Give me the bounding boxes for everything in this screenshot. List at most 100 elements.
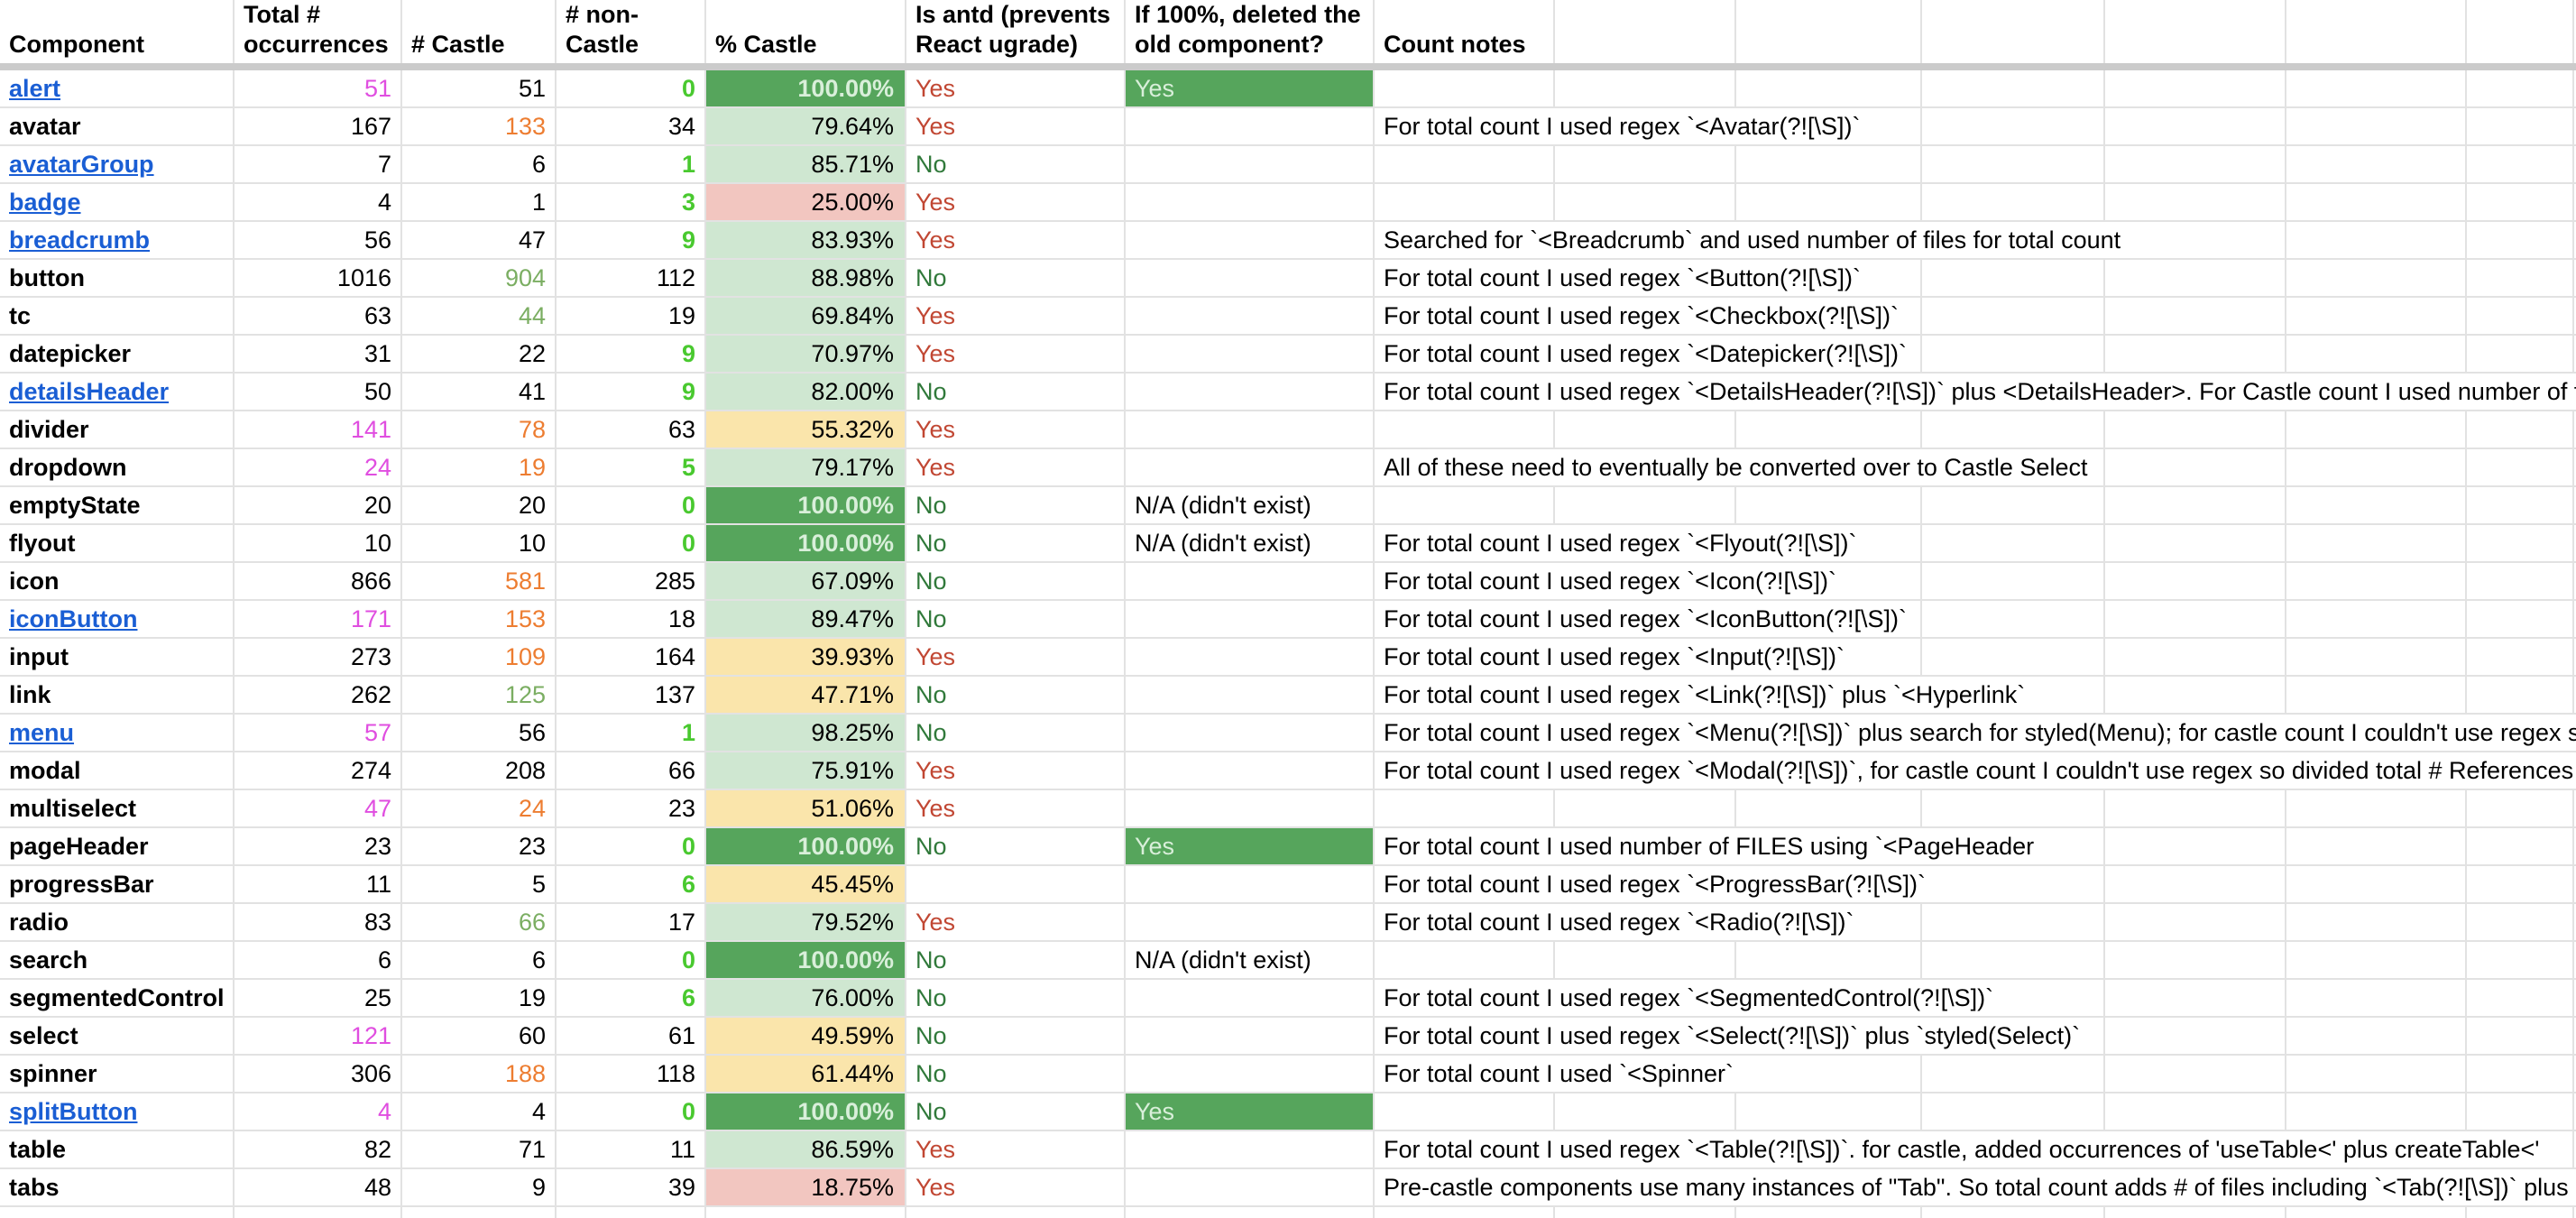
cell-component[interactable]: tabs [0, 1169, 235, 1205]
cell-antd[interactable] [906, 866, 1126, 902]
cell-castle[interactable]: 4 [402, 1093, 557, 1130]
cell-notes[interactable]: For total count I used regex `<Icon(?![\… [1375, 563, 2576, 599]
cell-castle[interactable]: 208 [402, 752, 557, 789]
cell-noncastle[interactable]: 66 [557, 752, 706, 789]
cell-deleted[interactable] [1126, 790, 1375, 826]
cell-noncastle[interactable]: 63 [557, 411, 706, 448]
cell-noncastle[interactable]: 34 [557, 108, 706, 144]
cell-noncastle[interactable]: 0 [557, 70, 706, 106]
cell-deleted[interactable] [1126, 904, 1375, 940]
cell-total[interactable]: 48 [235, 1169, 402, 1205]
cell-noncastle[interactable]: 0 [557, 942, 706, 978]
cell-pct[interactable]: 47.71% [706, 677, 906, 713]
cell-castle[interactable]: 23 [402, 828, 557, 864]
cell-noncastle[interactable]: 0 [557, 1093, 706, 1130]
cell-deleted[interactable] [1126, 639, 1375, 675]
cell-total[interactable]: 25 [235, 980, 402, 1016]
component-name[interactable]: dropdown [9, 453, 127, 481]
cell-total[interactable]: 7 [235, 146, 402, 182]
cell-notes[interactable]: For total count I used regex `<Table(?![… [1375, 1131, 2576, 1167]
cell-component[interactable]: menu [0, 715, 235, 751]
cell-pct[interactable]: 100.00% [706, 70, 906, 106]
cell-castle[interactable]: 10 [402, 525, 557, 561]
cell-antd[interactable]: Yes [906, 222, 1126, 258]
cell-deleted[interactable] [1126, 449, 1375, 485]
cell-noncastle[interactable]: 23 [557, 790, 706, 826]
cell-notes[interactable] [1375, 790, 2576, 826]
cell-total[interactable]: 171 [235, 601, 402, 637]
cell-castle[interactable]: 581 [402, 563, 557, 599]
header-total-occurrences[interactable]: Total # occurrences [235, 0, 402, 63]
cell-deleted[interactable] [1126, 1131, 1375, 1167]
cell-notes[interactable] [1375, 411, 2576, 448]
cell-total[interactable]: 1016 [235, 260, 402, 296]
cell-total[interactable]: 57 [235, 715, 402, 751]
cell-component[interactable]: emptyState [0, 487, 235, 523]
component-name[interactable]: tabs [9, 1173, 60, 1201]
component-name[interactable]: tc [9, 301, 32, 329]
cell-deleted[interactable] [1126, 1207, 1375, 1218]
component-name[interactable]: progressBar [9, 870, 154, 898]
cell-pct[interactable]: 85.71% [706, 146, 906, 182]
cell-antd[interactable]: No [906, 1018, 1126, 1054]
cell-pct[interactable]: 82.00% [706, 374, 906, 410]
cell-component[interactable]: flyout [0, 525, 235, 561]
cell-noncastle[interactable] [557, 1207, 706, 1218]
cell-pct[interactable]: 75.91% [706, 752, 906, 789]
cell-castle[interactable]: 9 [402, 1169, 557, 1205]
cell-pct[interactable]: 100.00% [706, 942, 906, 978]
cell-deleted[interactable] [1126, 715, 1375, 751]
cell-total[interactable]: 83 [235, 904, 402, 940]
component-name[interactable]: search [9, 946, 88, 973]
cell-total[interactable]: 11 [235, 866, 402, 902]
header-component[interactable]: Component [0, 0, 235, 63]
cell-component[interactable]: dropdown [0, 449, 235, 485]
component-name[interactable]: badge [9, 188, 81, 216]
cell-antd[interactable]: No [906, 525, 1126, 561]
cell-castle[interactable]: 125 [402, 677, 557, 713]
cell-deleted[interactable]: Yes [1126, 828, 1375, 864]
cell-pct[interactable]: 55.32% [706, 411, 906, 448]
cell-castle[interactable]: 1 [402, 184, 557, 220]
cell-antd[interactable]: Yes [906, 449, 1126, 485]
cell-notes[interactable] [1375, 942, 2576, 978]
cell-notes[interactable]: For total count I used regex `<Segmented… [1375, 980, 2576, 1016]
cell-component[interactable]: input [0, 639, 235, 675]
cell-component[interactable]: breadcrumb [0, 222, 235, 258]
cell-pct[interactable]: 86.59% [706, 1131, 906, 1167]
cell-pct[interactable]: 88.98% [706, 260, 906, 296]
cell-deleted[interactable] [1126, 1056, 1375, 1092]
cell-total[interactable]: 31 [235, 336, 402, 372]
cell-antd[interactable]: Yes [906, 336, 1126, 372]
component-name[interactable]: select [9, 1021, 78, 1049]
cell-deleted[interactable] [1126, 563, 1375, 599]
cell-notes[interactable] [1375, 184, 2576, 220]
cell-antd[interactable]: Yes [906, 411, 1126, 448]
cell-noncastle[interactable]: 118 [557, 1056, 706, 1092]
cell-component[interactable] [0, 1207, 235, 1218]
cell-component[interactable]: divider [0, 411, 235, 448]
cell-deleted[interactable] [1126, 866, 1375, 902]
cell-castle[interactable]: 44 [402, 298, 557, 334]
cell-castle[interactable]: 24 [402, 790, 557, 826]
cell-notes[interactable]: For total count I used regex `<Modal(?![… [1375, 752, 2576, 789]
cell-antd[interactable]: Yes [906, 1169, 1126, 1205]
cell-castle[interactable]: 60 [402, 1018, 557, 1054]
cell-castle[interactable]: 6 [402, 146, 557, 182]
cell-noncastle[interactable]: 17 [557, 904, 706, 940]
cell-castle[interactable]: 56 [402, 715, 557, 751]
cell-antd[interactable]: No [906, 374, 1126, 410]
component-name[interactable]: link [9, 680, 51, 708]
cell-total[interactable]: 4 [235, 1093, 402, 1130]
cell-antd[interactable]: Yes [906, 298, 1126, 334]
cell-noncastle[interactable]: 164 [557, 639, 706, 675]
cell-notes[interactable]: Pre-castle components use many instances… [1375, 1169, 2576, 1205]
cell-total[interactable]: 274 [235, 752, 402, 789]
cell-notes[interactable]: For total count I used regex `<Avatar(?!… [1375, 108, 2576, 144]
cell-noncastle[interactable]: 1 [557, 715, 706, 751]
cell-notes[interactable] [1375, 70, 2576, 106]
cell-antd[interactable]: Yes [906, 904, 1126, 940]
cell-pct[interactable]: 79.64% [706, 108, 906, 144]
cell-antd[interactable]: Yes [906, 184, 1126, 220]
cell-noncastle[interactable]: 61 [557, 1018, 706, 1054]
